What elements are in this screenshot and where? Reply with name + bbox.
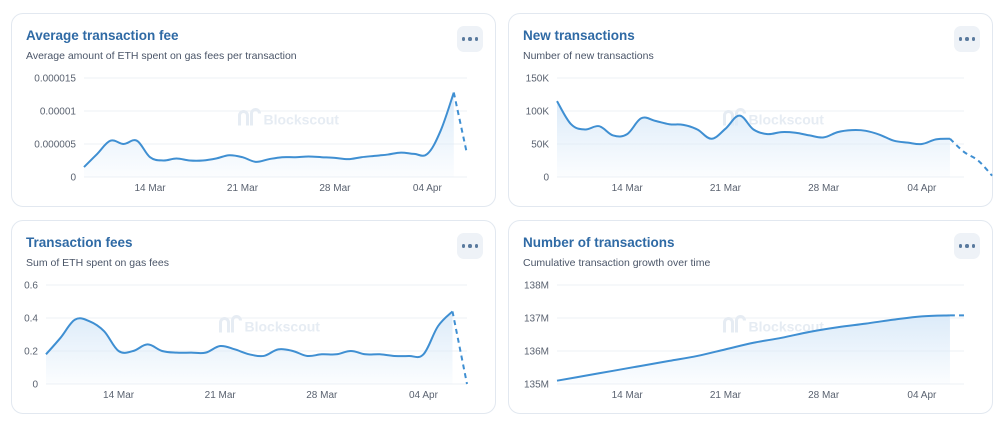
y-tick-label: 0.00001: [40, 107, 77, 118]
card-subtitle: Number of new transactions: [523, 50, 654, 62]
blockscout-logo-icon: [723, 108, 746, 126]
x-tick-label: 14 Mar: [134, 183, 166, 194]
new-transactions-chart[interactable]: 0 50K 100K 150K 14 Mar 21 Mar 28 Mar 04 Apr Bloc…: [509, 14, 994, 208]
blockscout-logo-icon: [238, 108, 261, 126]
more-horizontal-icon: [461, 37, 466, 41]
incomplete-period-line: [452, 92, 468, 155]
x-tick-label: 28 Mar: [808, 390, 840, 401]
more-options-button[interactable]: [457, 233, 483, 259]
watermark-text: Blockscout: [264, 112, 340, 128]
y-tick-label: 0.4: [24, 314, 38, 325]
card-title[interactable]: Average transaction fee: [26, 28, 179, 43]
dot: [965, 37, 969, 41]
y-tick-label: 0.000005: [34, 140, 76, 151]
x-tick-label: 28 Mar: [306, 390, 338, 401]
card-title[interactable]: New transactions: [523, 28, 635, 43]
y-tick-label: 150K: [526, 74, 550, 85]
y-tick-label: 100K: [526, 107, 550, 118]
y-tick-label: 50K: [531, 140, 549, 151]
card-title[interactable]: Number of transactions: [523, 235, 675, 250]
x-tick-label: 21 Mar: [710, 390, 742, 401]
y-tick-label: 136M: [524, 347, 549, 358]
card-transaction-fees: Transaction fees Sum of ETH spent on gas…: [11, 220, 496, 414]
transaction-fees-chart[interactable]: 0 0.2 0.4 0.6 14 Mar 21 Mar 28 Mar 04 Apr Blocks…: [12, 221, 497, 415]
series-area: [84, 92, 454, 177]
y-tick-label: 0.6: [24, 281, 38, 292]
watermark-text: Blockscout: [245, 319, 321, 335]
y-tick-label: 138M: [524, 281, 549, 292]
y-tick-label: 137M: [524, 314, 549, 325]
y-tick-label: 0.2: [24, 347, 38, 358]
x-tick-label: 14 Mar: [612, 390, 644, 401]
x-tick-label: 28 Mar: [319, 183, 351, 194]
dot: [474, 37, 479, 41]
y-tick-label: 0: [32, 380, 38, 391]
dot: [971, 244, 976, 248]
blockscout-watermark: Blockscout: [723, 108, 825, 128]
blockscout-watermark: Blockscout: [238, 108, 340, 128]
more-options-button[interactable]: [457, 26, 483, 52]
dot: [474, 244, 479, 248]
series-area: [557, 101, 950, 177]
card-subtitle: Average amount of ETH spent on gas fees …: [26, 50, 297, 62]
blockscout-watermark: Blockscout: [723, 315, 825, 335]
more-options-button[interactable]: [954, 233, 980, 259]
incomplete-period-line: [451, 311, 468, 385]
dot: [468, 244, 472, 248]
more-options-button[interactable]: [954, 26, 980, 52]
series-area: [46, 311, 453, 384]
more-horizontal-icon: [461, 244, 466, 248]
card-new-transactions: New transactions Number of new transacti…: [508, 13, 993, 207]
incomplete-period-line: [949, 137, 993, 177]
more-horizontal-icon: [958, 244, 963, 248]
watermark-text: Blockscout: [749, 319, 825, 335]
card-title[interactable]: Transaction fees: [26, 235, 133, 250]
dot: [971, 37, 976, 41]
blockscout-logo-icon: [723, 315, 746, 333]
series-line[interactable]: [556, 100, 951, 146]
x-tick-label: 14 Mar: [103, 390, 135, 401]
x-tick-label: 04 Apr: [413, 183, 443, 194]
series-line[interactable]: [45, 310, 454, 359]
y-tick-label: 0: [70, 173, 76, 184]
blockscout-logo-icon: [219, 315, 242, 333]
series-line[interactable]: [556, 314, 951, 382]
dot: [468, 37, 472, 41]
x-tick-label: 04 Apr: [907, 183, 937, 194]
x-tick-label: 21 Mar: [227, 183, 259, 194]
average-transaction-fee-chart[interactable]: 0 0.000005 0.00001 0.000015 14 Mar 21 Mar 28 M…: [12, 14, 497, 208]
blockscout-watermark: Blockscout: [219, 315, 321, 335]
number-of-transactions-chart[interactable]: 135M 136M 137M 138M 14 Mar 21 Mar 28 Mar 04 Apr…: [509, 221, 994, 415]
watermark-text: Blockscout: [749, 112, 825, 128]
more-horizontal-icon: [958, 37, 963, 41]
x-tick-label: 21 Mar: [710, 183, 742, 194]
y-tick-label: 135M: [524, 380, 549, 391]
x-tick-label: 04 Apr: [409, 390, 439, 401]
series-area: [557, 315, 950, 384]
card-subtitle: Sum of ETH spent on gas fees: [26, 257, 169, 269]
dot: [965, 244, 969, 248]
x-tick-label: 28 Mar: [808, 183, 840, 194]
x-tick-label: 04 Apr: [907, 390, 937, 401]
x-tick-label: 14 Mar: [612, 183, 644, 194]
card-number-of-transactions: Number of transactions Cumulative transa…: [508, 220, 993, 414]
card-average-transaction-fee: Average transaction fee Average amount o…: [11, 13, 496, 207]
series-line[interactable]: [83, 92, 455, 168]
y-tick-label: 0: [543, 173, 549, 184]
card-subtitle: Cumulative transaction growth over time: [523, 257, 711, 269]
x-tick-label: 21 Mar: [205, 390, 237, 401]
y-tick-label: 0.000015: [34, 74, 76, 85]
